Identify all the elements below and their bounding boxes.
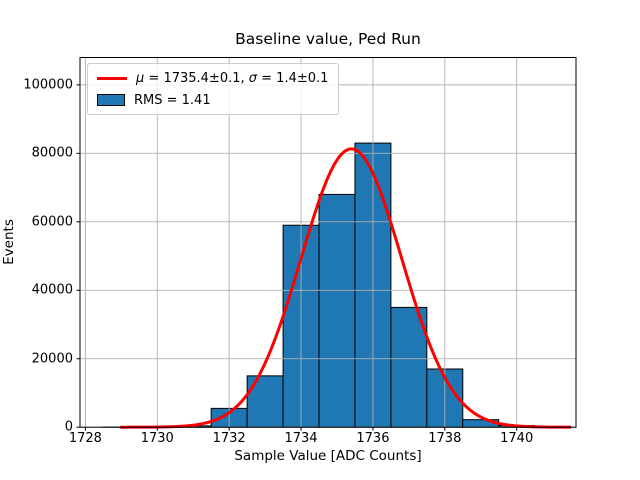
legend-entry-hist: RMS = 1.41 [97, 91, 328, 109]
x-tick-label: 1734 [284, 431, 318, 446]
histogram-swatch [97, 94, 125, 106]
y-tick-label: 60000 [31, 214, 73, 230]
axes-frame [79, 57, 577, 428]
y-tick-label: 0 [64, 419, 73, 435]
gaussian-fit-curve [119, 147, 572, 429]
fit-line-swatch [97, 76, 127, 80]
x-tick-label: 1730 [140, 431, 174, 446]
x-axis-label: Sample Value [ADC Counts] [234, 448, 422, 464]
histogram-bar [246, 375, 284, 428]
x-tick-label: 1740 [500, 431, 534, 446]
x-tick-label: 1736 [356, 431, 390, 446]
y-tick-label: 100000 [23, 77, 73, 93]
legend-rms-label: RMS = 1.41 [134, 92, 211, 108]
y-tick-label: 20000 [31, 351, 73, 367]
chart-title: Baseline value, Ped Run [235, 30, 421, 48]
y-tick-label: 40000 [31, 282, 73, 298]
x-tick-label: 1732 [212, 431, 246, 446]
histogram-bar [318, 193, 356, 428]
x-tick-label: 1738 [428, 431, 462, 446]
y-tick-label: 80000 [31, 145, 73, 161]
legend: μ = 1735.4±0.1, σ = 1.4±0.1 RMS = 1.41 [87, 63, 340, 115]
x-tick-label: 1728 [68, 431, 102, 446]
histogram-bar [390, 306, 428, 428]
legend-fit-label: μ = 1735.4±0.1, σ = 1.4±0.1 [136, 70, 329, 86]
legend-entry-fit: μ = 1735.4±0.1, σ = 1.4±0.1 [97, 69, 328, 87]
